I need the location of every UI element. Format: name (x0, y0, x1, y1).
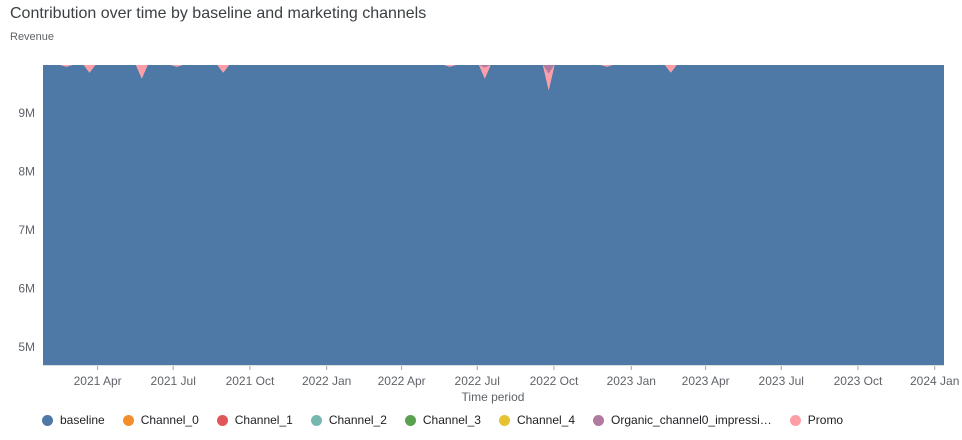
legend-dot-channel_3 (404, 414, 416, 426)
axis-layer: 2021 Apr 2021 Jul 2021 Oct 2022 Jan 2022 Apr… (43, 365, 959, 388)
legend-dot-channel_4 (498, 414, 510, 426)
x-tick-label: 2022 Jul (455, 374, 500, 388)
legend-item-channel_3[interactable]: Channel_3 (404, 413, 481, 427)
x-tick-label: 2023 Apr (682, 374, 730, 388)
legend-label: Organic_channel0_impressi… (611, 413, 772, 427)
legend-item-channel_0[interactable]: Channel_0 (122, 413, 199, 427)
x-tick-label: 2022 Jan (302, 374, 351, 388)
y-tick-label: 6M (18, 281, 35, 295)
legend-item-channel_4[interactable]: Channel_4 (498, 413, 576, 427)
legend-dot-baseline (42, 414, 53, 426)
x-tick-label: 2024 Jan (910, 374, 959, 388)
x-tick-label: 2023 Jan (607, 374, 656, 388)
area-layer[interactable] (43, 65, 944, 365)
x-axis-title: Time period (462, 390, 525, 404)
legend-item-promo[interactable]: Promo (789, 413, 844, 427)
x-tick-label: 2021 Jul (151, 374, 196, 388)
legend-label: Channel_3 (422, 413, 481, 427)
legend-label: Channel_1 (234, 413, 293, 427)
legend-item-baseline[interactable]: baseline (42, 413, 105, 427)
x-tick-label: 2022 Oct (530, 374, 579, 388)
area-baseline[interactable] (43, 65, 944, 365)
y-tick-label: 7M (18, 223, 35, 237)
legend-label: Channel_2 (328, 413, 387, 427)
legend-label: Channel_0 (140, 413, 199, 427)
legend-item-channel_2[interactable]: Channel_2 (310, 413, 387, 427)
legend-label: Channel_4 (516, 413, 576, 427)
legend-label: Promo (807, 413, 844, 427)
x-tick-label: 2023 Jul (759, 374, 804, 388)
legend-dot-organic (593, 414, 605, 426)
x-tick-label: 2021 Oct (226, 374, 275, 388)
legend-item-organic[interactable]: Organic_channel0_impressi… (593, 413, 772, 427)
legend-dot-channel_0 (122, 414, 134, 426)
legend-dot-promo (789, 414, 801, 426)
y-tick-label: 9M (18, 106, 35, 120)
legend-item-channel_1[interactable]: Channel_1 (216, 413, 293, 427)
y-tick-label: 8M (18, 164, 35, 178)
legend-dot-channel_2 (310, 414, 322, 426)
y-tick-label: 5M (18, 340, 35, 354)
x-tick-label: 2022 Apr (378, 374, 426, 388)
chart-title: Contribution over time by baseline and m… (10, 5, 427, 22)
legend-label: baseline (60, 413, 105, 427)
x-tick-label: 2023 Oct (834, 374, 883, 388)
legend-dot-channel_1 (216, 414, 228, 426)
x-tick-label: 2021 Apr (74, 374, 122, 388)
legend: baseline Channel_0 Channel_1 Channel_2 Chann… (42, 413, 843, 427)
y-axis-name: Revenue (10, 31, 55, 43)
